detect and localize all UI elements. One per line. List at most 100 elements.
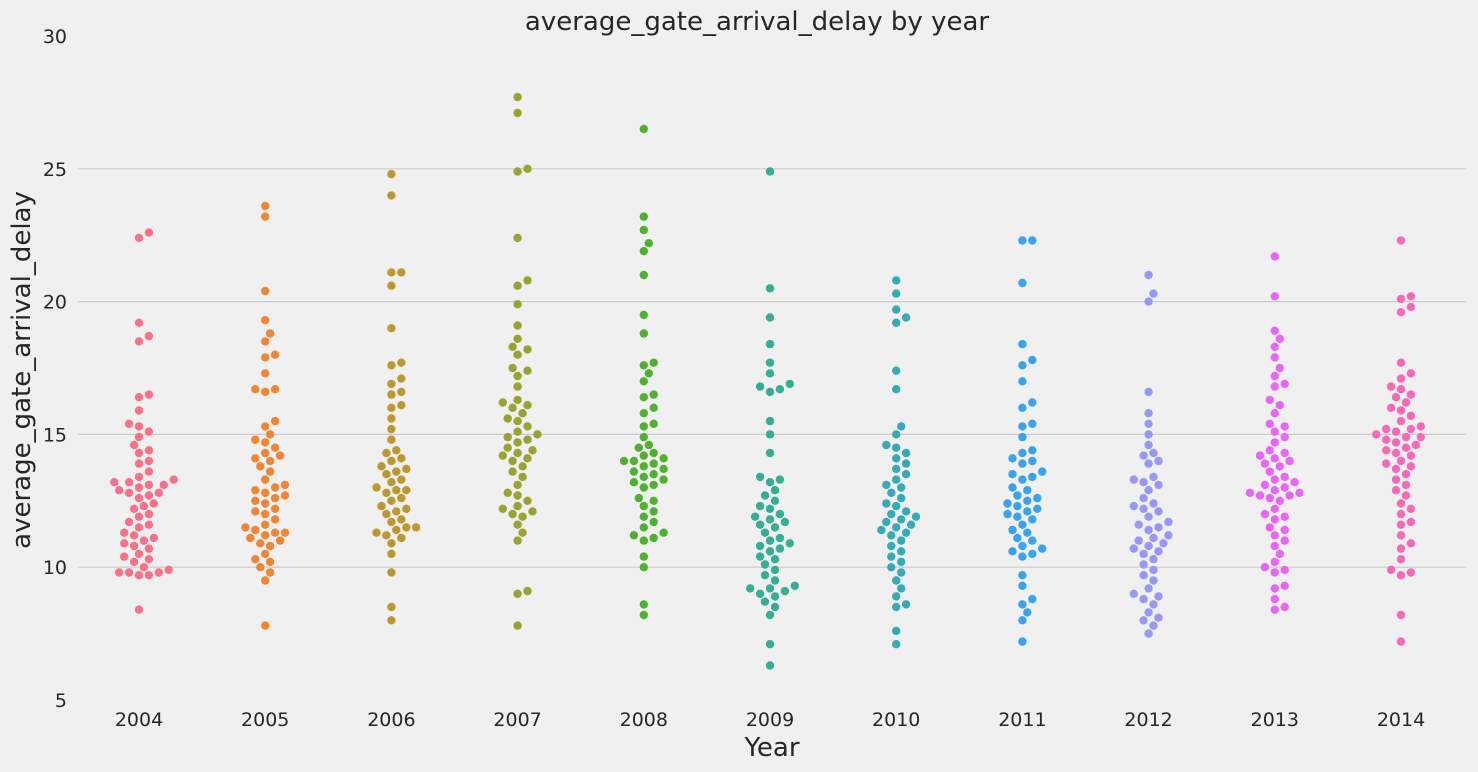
data-point-2006 — [397, 268, 406, 277]
data-point-2007 — [513, 321, 522, 330]
data-point-2006 — [377, 462, 386, 471]
data-point-2005 — [265, 329, 275, 338]
data-point-2007 — [508, 403, 517, 412]
data-point-2010 — [892, 523, 901, 532]
data-point-2004 — [144, 520, 154, 529]
data-point-2014 — [1396, 308, 1406, 317]
data-point-2010 — [892, 464, 901, 474]
data-point-2004 — [139, 563, 149, 572]
data-point-2013 — [1270, 353, 1280, 362]
data-point-2009 — [770, 576, 780, 585]
data-point-2005 — [280, 480, 290, 490]
data-point-2012 — [1144, 512, 1153, 521]
data-point-2013 — [1280, 565, 1289, 575]
data-point-2006 — [397, 515, 406, 524]
data-point-2011 — [1028, 515, 1037, 524]
data-point-2004 — [134, 448, 144, 458]
data-point-2010 — [887, 552, 896, 561]
data-point-2013 — [1275, 363, 1285, 373]
data-point-2009 — [765, 547, 775, 556]
data-point-2009 — [760, 560, 770, 569]
data-point-2007 — [523, 454, 532, 463]
data-point-2004 — [134, 459, 144, 468]
data-point-2013 — [1280, 379, 1289, 389]
data-point-2011 — [1038, 467, 1047, 476]
data-point-2010 — [901, 507, 911, 516]
data-point-2007 — [513, 233, 522, 243]
data-point-2009 — [755, 589, 765, 598]
data-point-2004 — [134, 483, 144, 492]
data-point-2004 — [144, 427, 154, 436]
data-point-2011 — [1018, 600, 1027, 609]
data-point-2004 — [154, 488, 163, 497]
data-point-2006 — [397, 493, 406, 503]
data-point-2005 — [261, 475, 270, 484]
data-point-2008 — [639, 523, 648, 532]
data-point-2004 — [144, 456, 154, 466]
data-point-2013 — [1275, 334, 1285, 343]
data-point-2012 — [1139, 451, 1148, 460]
data-point-2013 — [1275, 462, 1285, 471]
data-point-2011 — [1023, 486, 1032, 495]
data-point-2008 — [649, 470, 658, 479]
data-point-2010 — [901, 600, 911, 609]
data-point-2009 — [765, 358, 775, 367]
data-point-2014 — [1391, 464, 1401, 474]
x-axis-label: Year — [743, 733, 799, 763]
data-point-2006 — [382, 448, 391, 458]
data-point-2008 — [639, 451, 648, 460]
data-point-2004 — [134, 318, 144, 327]
data-point-2009 — [765, 416, 775, 426]
data-point-2009 — [780, 517, 790, 527]
data-point-2011 — [1023, 507, 1032, 516]
data-point-2006 — [397, 358, 406, 367]
data-point-2005 — [261, 509, 270, 519]
data-point-2009 — [765, 536, 775, 545]
data-point-2010 — [897, 568, 906, 577]
data-point-2010 — [892, 318, 901, 327]
x-tick-label: 2014 — [1377, 709, 1425, 731]
data-point-2014 — [1406, 390, 1416, 399]
data-point-2004 — [144, 446, 154, 455]
data-point-2011 — [1028, 456, 1037, 466]
data-point-2008 — [619, 456, 629, 466]
chart-title: average_gate_arrival_delay by year — [525, 7, 989, 37]
data-point-2005 — [261, 520, 270, 529]
data-point-2006 — [387, 268, 396, 277]
data-point-2005 — [251, 555, 260, 564]
data-point-2007 — [513, 416, 522, 426]
data-point-2004 — [144, 491, 154, 500]
data-point-2013 — [1275, 401, 1285, 410]
data-point-2013 — [1265, 523, 1275, 532]
data-point-2006 — [387, 191, 396, 200]
data-point-2012 — [1149, 472, 1158, 482]
data-point-2013 — [1270, 504, 1280, 513]
data-point-2006 — [392, 486, 401, 495]
data-point-2004 — [134, 605, 144, 614]
data-point-2006 — [387, 517, 396, 527]
data-point-2008 — [649, 496, 658, 505]
data-point-2008 — [639, 462, 648, 471]
data-point-2007 — [513, 395, 522, 405]
data-point-2006 — [387, 539, 396, 548]
data-point-2010 — [877, 525, 886, 535]
data-point-2004 — [134, 571, 144, 580]
data-point-2013 — [1295, 488, 1304, 497]
data-point-2014 — [1406, 517, 1416, 527]
data-point-2014 — [1396, 456, 1406, 466]
data-point-2013 — [1265, 395, 1275, 405]
data-point-2005 — [246, 533, 255, 543]
data-point-2013 — [1260, 509, 1270, 519]
y-axis-label: average_gate_arrival_delay — [7, 191, 37, 549]
data-point-2012 — [1154, 507, 1163, 516]
data-point-2012 — [1144, 270, 1153, 280]
data-point-2008 — [639, 225, 648, 235]
data-point-2004 — [144, 571, 154, 580]
data-point-2008 — [649, 419, 658, 428]
data-point-2005 — [265, 467, 275, 476]
data-point-2009 — [765, 387, 775, 397]
data-point-2008 — [639, 393, 648, 402]
data-point-2004 — [129, 541, 139, 551]
data-point-2013 — [1270, 557, 1280, 567]
data-point-2007 — [513, 167, 522, 176]
